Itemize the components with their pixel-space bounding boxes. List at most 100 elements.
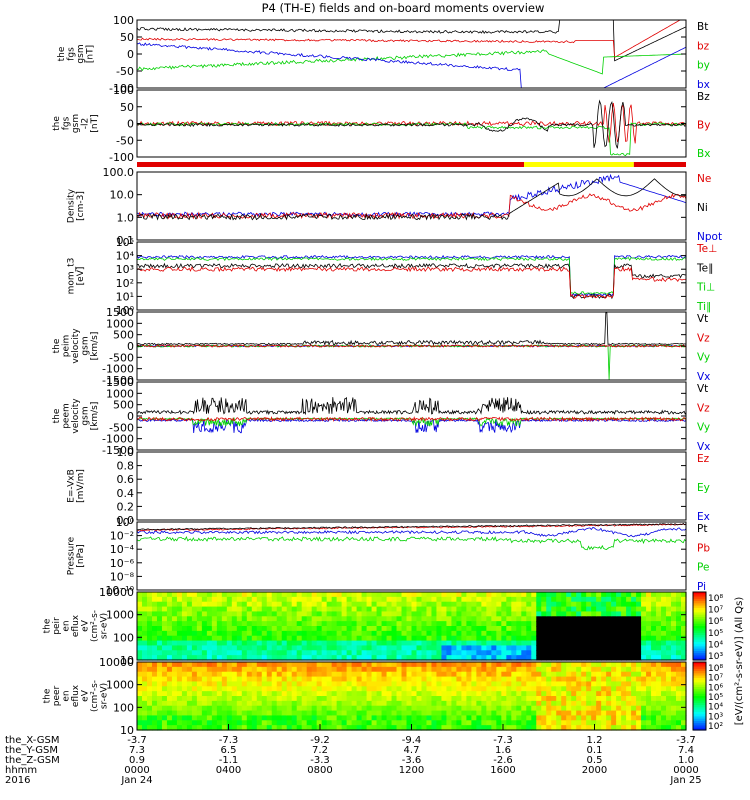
colorbar-step — [693, 603, 706, 607]
spec-cell — [396, 621, 403, 627]
spec-cell — [401, 720, 408, 726]
spec-cell — [621, 645, 627, 651]
spec-cell — [311, 666, 318, 673]
spec-cell — [506, 606, 512, 613]
spec-cell — [391, 635, 398, 642]
spec-cell — [576, 630, 582, 637]
spec-cell — [376, 691, 383, 697]
spec-cell — [311, 720, 318, 726]
spec-cell — [151, 696, 158, 702]
spec-cell — [511, 725, 517, 731]
spec-cell — [141, 676, 148, 683]
spec-cell — [671, 662, 677, 668]
spec-cell — [436, 635, 443, 642]
spec-cell — [651, 611, 657, 617]
spec-cell — [291, 662, 298, 668]
spec-cell — [231, 621, 238, 627]
spec-cell — [606, 592, 612, 598]
spec-cell — [286, 640, 293, 647]
spec-cell — [456, 710, 463, 717]
spec-cell — [521, 630, 527, 637]
spec-cell — [166, 666, 173, 673]
spec-cell — [556, 700, 562, 707]
spec-cell — [631, 725, 637, 731]
spec-cell — [381, 592, 388, 598]
spec-cell — [316, 601, 323, 608]
spec-cell — [571, 725, 577, 731]
spec-cell — [341, 725, 348, 731]
spec-cell — [286, 705, 293, 712]
legend-efield-2: Ex — [697, 511, 710, 523]
spec-cell — [431, 650, 438, 656]
spec-cell — [511, 645, 517, 651]
colorbar-tick: 10⁶ — [708, 617, 723, 627]
spec-cell — [586, 710, 592, 717]
spec-cell — [671, 596, 677, 603]
spec-cell — [236, 596, 243, 603]
spec-cell — [396, 640, 403, 647]
spec-cell — [386, 715, 393, 721]
spec-cell — [451, 720, 458, 726]
spec-cell — [551, 696, 557, 702]
spec-cell — [351, 611, 358, 617]
spec-cell — [591, 606, 597, 613]
colorbar-step — [693, 720, 706, 724]
spec-cell — [451, 650, 458, 656]
spec-cell — [526, 611, 532, 617]
spec-cell — [201, 715, 208, 721]
spec-cell — [546, 616, 552, 622]
spec-cell — [651, 626, 657, 632]
spec-cell — [466, 626, 472, 632]
spec-cell — [321, 611, 328, 617]
spec-cell — [336, 691, 343, 697]
spec-cell — [646, 621, 652, 627]
y-tick-label: -500 — [109, 351, 134, 364]
spec-cell — [226, 710, 233, 717]
spec-cell — [636, 626, 642, 632]
spec-cell — [316, 635, 323, 642]
spec-cell — [621, 626, 627, 632]
spec-cell — [471, 650, 477, 656]
spec-cell — [281, 616, 288, 622]
spec-cell — [381, 705, 388, 712]
spec-cell — [166, 696, 173, 702]
spec-cell — [491, 601, 497, 608]
spec-cell — [581, 700, 587, 707]
spec-cell — [236, 662, 243, 668]
spec-cell — [321, 626, 328, 632]
spec-cell — [436, 601, 443, 608]
spec-cell — [351, 626, 358, 632]
spec-cell — [416, 710, 423, 717]
spec-cell — [216, 626, 223, 632]
spec-cell — [356, 666, 363, 673]
spec-cell — [566, 671, 572, 678]
spec-cell — [521, 662, 527, 668]
spec-cell — [271, 655, 278, 661]
spec-cell — [676, 592, 682, 598]
spec-cell — [361, 725, 368, 731]
spec-cell — [356, 635, 363, 642]
spec-cell — [301, 621, 308, 627]
spec-cell — [566, 655, 572, 661]
spec-cell — [626, 601, 632, 608]
spec-cell — [461, 700, 467, 707]
spec-cell — [231, 635, 238, 642]
spec-cell — [536, 696, 542, 702]
spec-cell — [276, 666, 283, 673]
spec-cell — [137, 720, 143, 726]
spec-cell — [246, 645, 253, 651]
spec-cell — [406, 626, 413, 632]
spec-cell — [636, 686, 642, 692]
spec-cell — [446, 720, 453, 726]
spec-cell — [241, 720, 248, 726]
spec-cell — [471, 725, 477, 731]
spec-cell — [481, 616, 487, 622]
spec-cell — [656, 592, 662, 598]
colorbar-label: [eV/(cm²-s-sr-eV)] (All Qs) — [734, 597, 745, 726]
spec-cell — [471, 700, 477, 707]
spec-cell — [476, 676, 482, 683]
spec-cell — [226, 611, 233, 617]
spec-cell — [161, 645, 168, 651]
spec-cell — [361, 621, 368, 627]
spec-cell — [441, 671, 448, 678]
